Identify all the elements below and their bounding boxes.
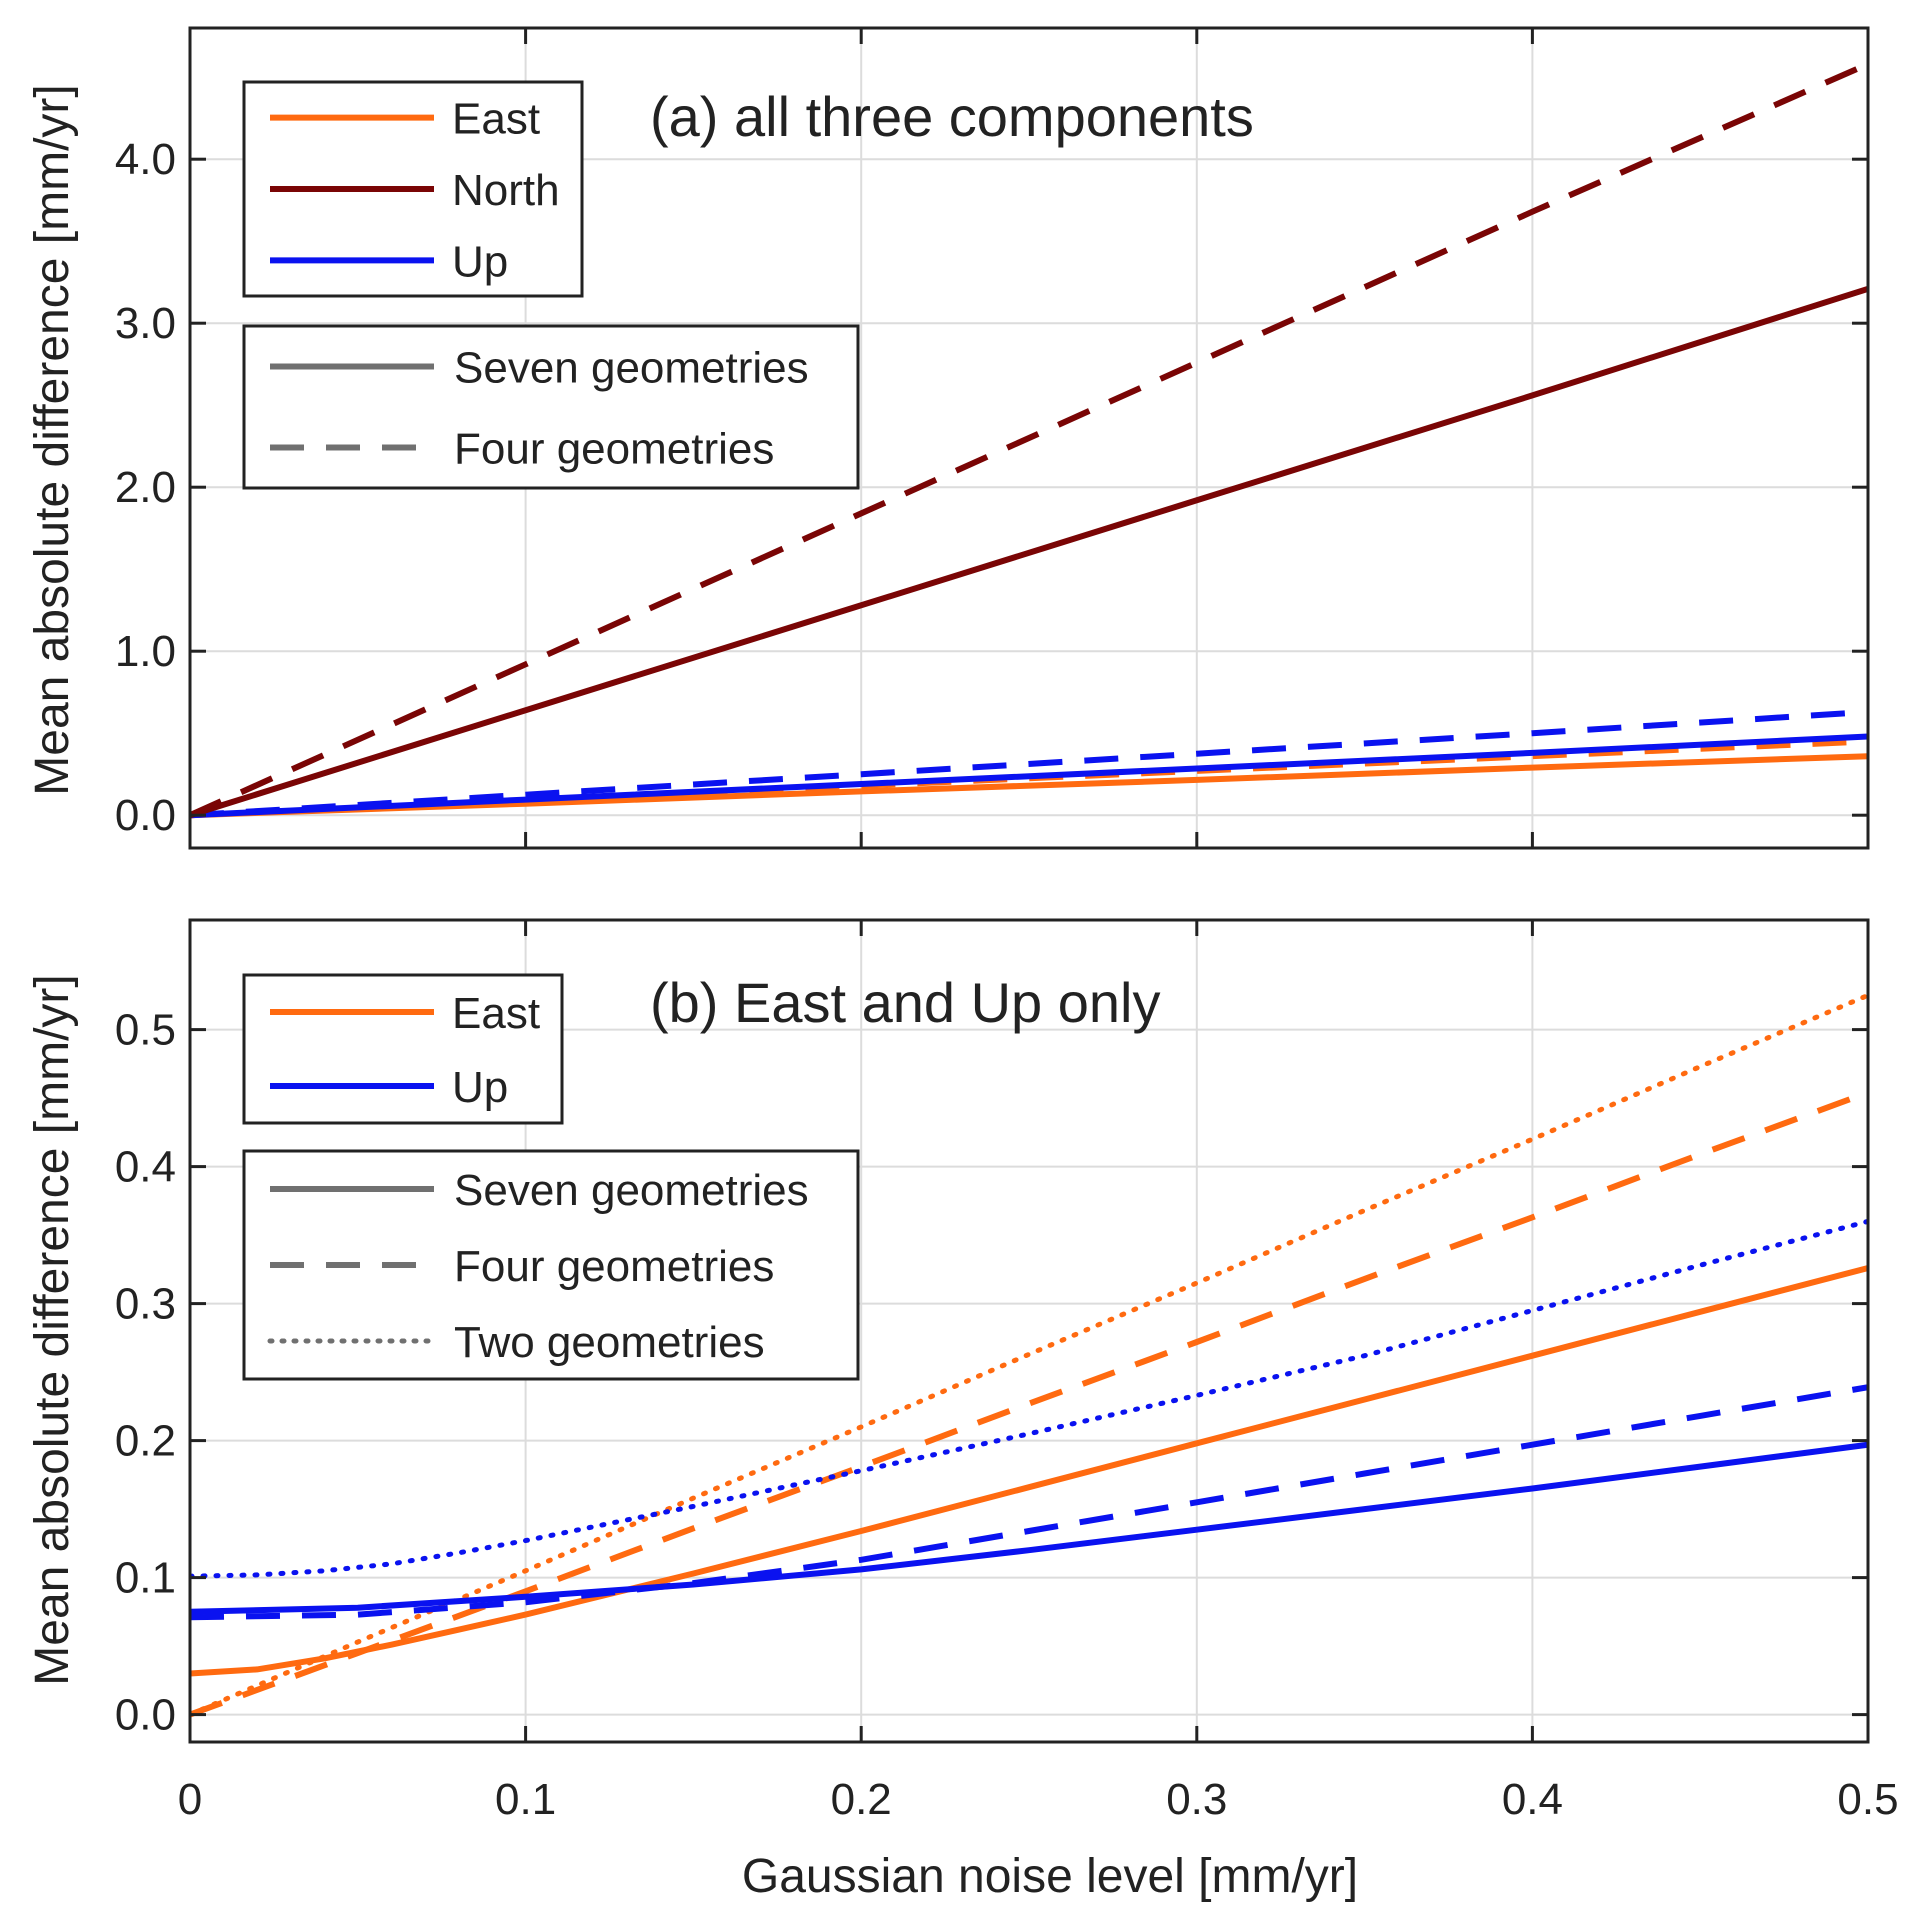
panel-b-y-tick-label: 0.3	[115, 1280, 176, 1329]
panel-b-series-up-solid	[190, 1441, 1868, 1615]
panel-a-legend-label-north: North	[452, 166, 560, 215]
panel-a-title: (a) all three components	[650, 85, 1254, 148]
panel-b-series-east-dashed	[190, 1089, 1868, 1718]
panel-b-legend-label-solid: Seven geometries	[454, 1166, 809, 1215]
panel-a-legend-styles: Seven geometries Four geometries	[242, 324, 860, 490]
panel-a-y-tick-label: 3.0	[115, 299, 176, 348]
panel-b-legend-label-dotted: Two geometries	[454, 1318, 765, 1367]
panel-b-y-tick-label: 0.0	[115, 1691, 176, 1740]
panel-b-title: (b) East and Up only	[650, 971, 1160, 1034]
panel-a-series	[190, 61, 1868, 819]
panel-b-x-tick-label: 0.1	[495, 1775, 556, 1824]
panel-a-legend-label-solid: Seven geometries	[454, 344, 809, 393]
panel-b-x-tick-label: 0.2	[831, 1775, 892, 1824]
panel-a-legend-label-dashed: Four geometries	[454, 425, 774, 474]
panel-b-y-axis-title: Mean absolute difference [mm/yr]	[26, 974, 79, 1685]
panel-a-y-tick-label: 2.0	[115, 463, 176, 512]
panel-b-legend-label-east: East	[452, 989, 540, 1038]
panel-a-y-tick-label: 1.0	[115, 627, 176, 676]
panel-a-axes-box	[188, 26, 1870, 850]
panel-a-legend-components: East North Up	[242, 80, 584, 298]
panel-a-legend-styles-box	[242, 324, 860, 490]
panel-a-series-north-solid	[190, 285, 1868, 819]
panel-b-y-tick-label: 0.4	[115, 1143, 176, 1192]
panel-b-legend-components-box	[242, 973, 564, 1125]
panel-a-series-east-solid	[190, 753, 1868, 819]
panel-a-legend-label-up: Up	[452, 237, 508, 286]
panel-b: 0 0.1 0.2 0.3 0.4 0.5 0.0 0.1 0.2 0.3 0.4 0.5 (b) E…	[26, 918, 1899, 1903]
panel-b-series-east-dotted	[190, 992, 1868, 1718]
panel-a-ticks: 0.0 1.0 2.0 3.0 4.0	[115, 28, 1870, 848]
panel-b-y-tick-label: 0.2	[115, 1417, 176, 1466]
panel-a-series-up-solid	[190, 733, 1868, 819]
panel-b-legend-styles: Seven geometries Four geometries Two geome…	[242, 1149, 860, 1381]
panel-a-y-axis-title: Mean absolute difference [mm/yr]	[26, 84, 79, 795]
panel-b-y-tick-label: 0.1	[115, 1554, 176, 1603]
panel-b-axes-box	[188, 918, 1870, 1744]
panel-b-legend-components: East Up	[242, 973, 564, 1125]
panel-b-x-tick-label: 0	[178, 1775, 202, 1824]
panel-a: 0.0 1.0 2.0 3.0 4.0 (a) all three components…	[26, 26, 1870, 850]
panel-a-legend-label-east: East	[452, 95, 540, 144]
panel-a-series-up-dashed	[190, 708, 1868, 819]
panel-b-ticks: 0 0.1 0.2 0.3 0.4 0.5 0.0 0.1 0.2 0.3 0.4 0.5	[115, 920, 1899, 1824]
panel-b-x-tick-label: 0.5	[1837, 1775, 1898, 1824]
panel-b-series-up-dotted	[190, 1218, 1868, 1579]
panel-a-series-north-dashed	[190, 61, 1868, 818]
panel-b-x-tick-label: 0.3	[1166, 1775, 1227, 1824]
panel-b-series-up-dashed	[190, 1384, 1868, 1621]
panel-b-y-tick-label: 0.5	[115, 1006, 176, 1055]
panel-b-legend-label-dashed: Four geometries	[454, 1242, 774, 1291]
panel-a-y-tick-label: 4.0	[115, 135, 176, 184]
panel-b-series	[190, 992, 1868, 1718]
panel-b-x-tick-label: 0.4	[1502, 1775, 1563, 1824]
panel-a-y-tick-label: 0.0	[115, 791, 176, 840]
panel-b-series-east-solid	[190, 1265, 1868, 1677]
panel-b-legend-label-up: Up	[452, 1063, 508, 1112]
panel-b-x-axis-title: Gaussian noise level [mm/yr]	[742, 1850, 1358, 1903]
